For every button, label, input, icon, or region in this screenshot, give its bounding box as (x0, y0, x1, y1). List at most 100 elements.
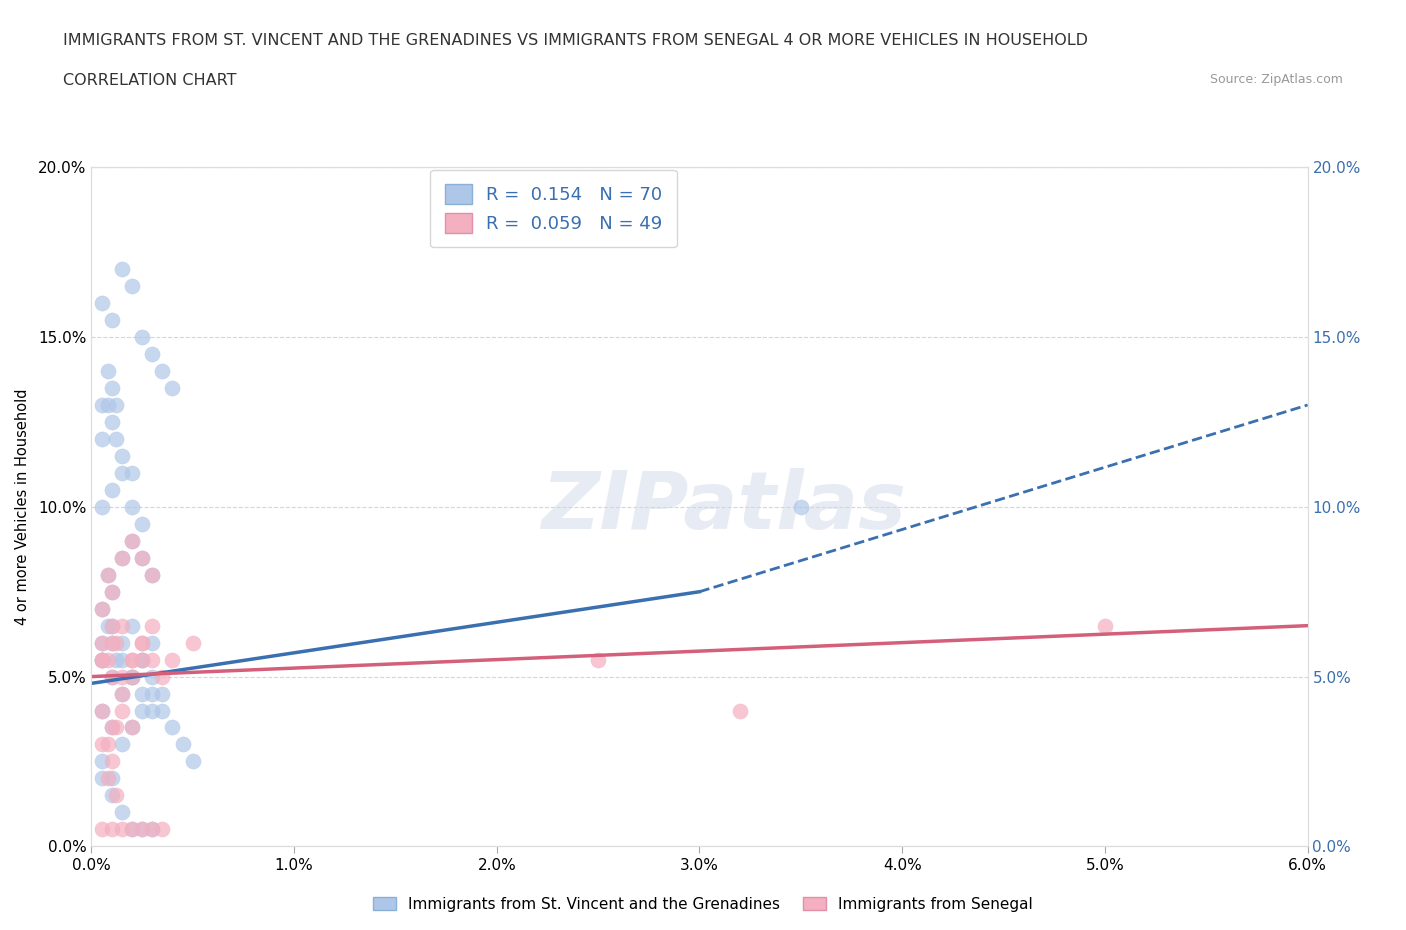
Point (90, 499, 112, 514)
Point (100, 670, 122, 684)
Point (104, 720, 127, 735)
Point (131, 822, 153, 837)
Point (121, 822, 143, 837)
Point (131, 652, 153, 667)
Point (100, 635, 122, 650)
Point (162, 380, 184, 395)
Point (90, 432, 112, 446)
Point (111, 703, 134, 718)
Point (121, 720, 143, 735)
Point (141, 567, 163, 582)
Point (121, 652, 143, 667)
Point (100, 635, 122, 650)
Point (141, 686, 163, 701)
Point (150, 822, 173, 837)
Point (111, 686, 134, 701)
Point (121, 670, 143, 684)
Point (141, 347, 163, 362)
Point (141, 635, 163, 650)
Point (121, 534, 143, 549)
Point (111, 652, 134, 667)
Text: ZIPatlas: ZIPatlas (541, 468, 907, 546)
Point (111, 822, 134, 837)
Point (90, 822, 112, 837)
Legend: Immigrants from St. Vincent and the Grenadines, Immigrants from Senegal: Immigrants from St. Vincent and the Gren… (367, 890, 1039, 918)
Point (111, 448, 134, 463)
Legend: R =  0.154   N = 70, R =  0.059   N = 49: R = 0.154 N = 70, R = 0.059 N = 49 (430, 169, 676, 247)
Point (141, 822, 163, 837)
Y-axis label: 4 or more Vehicles in Household: 4 or more Vehicles in Household (15, 389, 30, 625)
Point (100, 380, 122, 395)
Point (97, 737, 120, 752)
Point (141, 670, 163, 684)
Point (141, 618, 163, 633)
Point (121, 534, 143, 549)
Point (1094, 618, 1116, 633)
Point (131, 652, 153, 667)
Point (121, 822, 143, 837)
Point (90, 602, 112, 617)
Point (111, 686, 134, 701)
Point (141, 822, 163, 837)
Point (111, 262, 134, 277)
Point (90, 652, 112, 667)
Point (100, 670, 122, 684)
Point (586, 652, 609, 667)
Point (141, 567, 163, 582)
Point (111, 737, 134, 752)
Point (100, 720, 122, 735)
Point (111, 551, 134, 565)
Point (162, 720, 184, 735)
Point (100, 312, 122, 327)
Point (111, 551, 134, 565)
Point (90, 635, 112, 650)
Point (131, 635, 153, 650)
Point (100, 618, 122, 633)
Point (90, 703, 112, 718)
Point (97, 771, 120, 786)
Point (97, 567, 120, 582)
Point (100, 754, 122, 769)
Point (104, 432, 127, 446)
Point (97, 618, 120, 633)
Point (100, 584, 122, 599)
Point (90, 737, 112, 752)
Point (111, 805, 134, 820)
Point (100, 771, 122, 786)
Point (141, 703, 163, 718)
Point (150, 686, 173, 701)
Point (90, 771, 112, 786)
Point (131, 516, 153, 531)
Point (100, 822, 122, 837)
Point (111, 635, 134, 650)
Point (97, 567, 120, 582)
Point (100, 483, 122, 498)
Point (131, 652, 153, 667)
Point (90, 296, 112, 311)
Point (172, 737, 194, 752)
Point (121, 720, 143, 735)
Point (121, 279, 143, 294)
Point (90, 635, 112, 650)
Point (141, 652, 163, 667)
Point (121, 466, 143, 481)
Point (90, 652, 112, 667)
Text: CORRELATION CHART: CORRELATION CHART (63, 73, 236, 87)
Point (100, 618, 122, 633)
Point (111, 466, 134, 481)
Point (104, 788, 127, 803)
Text: IMMIGRANTS FROM ST. VINCENT AND THE GRENADINES VS IMMIGRANTS FROM SENEGAL 4 OR M: IMMIGRANTS FROM ST. VINCENT AND THE GREN… (63, 33, 1088, 47)
Point (131, 551, 153, 565)
Point (97, 652, 120, 667)
Point (90, 602, 112, 617)
Point (100, 415, 122, 430)
Point (90, 754, 112, 769)
Point (150, 670, 173, 684)
Point (131, 330, 153, 345)
Point (100, 584, 122, 599)
Point (111, 618, 134, 633)
Point (131, 551, 153, 565)
Point (121, 670, 143, 684)
Point (100, 720, 122, 735)
Point (181, 635, 204, 650)
